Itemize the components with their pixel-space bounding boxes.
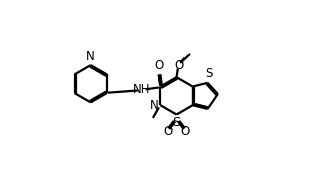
Text: N: N [86, 50, 95, 63]
Text: O: O [163, 125, 172, 138]
Text: O: O [181, 125, 190, 138]
Text: O: O [154, 59, 163, 72]
Text: S: S [172, 116, 181, 129]
Text: NH: NH [133, 83, 150, 96]
Text: O: O [174, 59, 183, 72]
Text: S: S [205, 67, 212, 80]
Text: methoxy: methoxy [184, 54, 190, 55]
Text: N: N [150, 99, 158, 112]
